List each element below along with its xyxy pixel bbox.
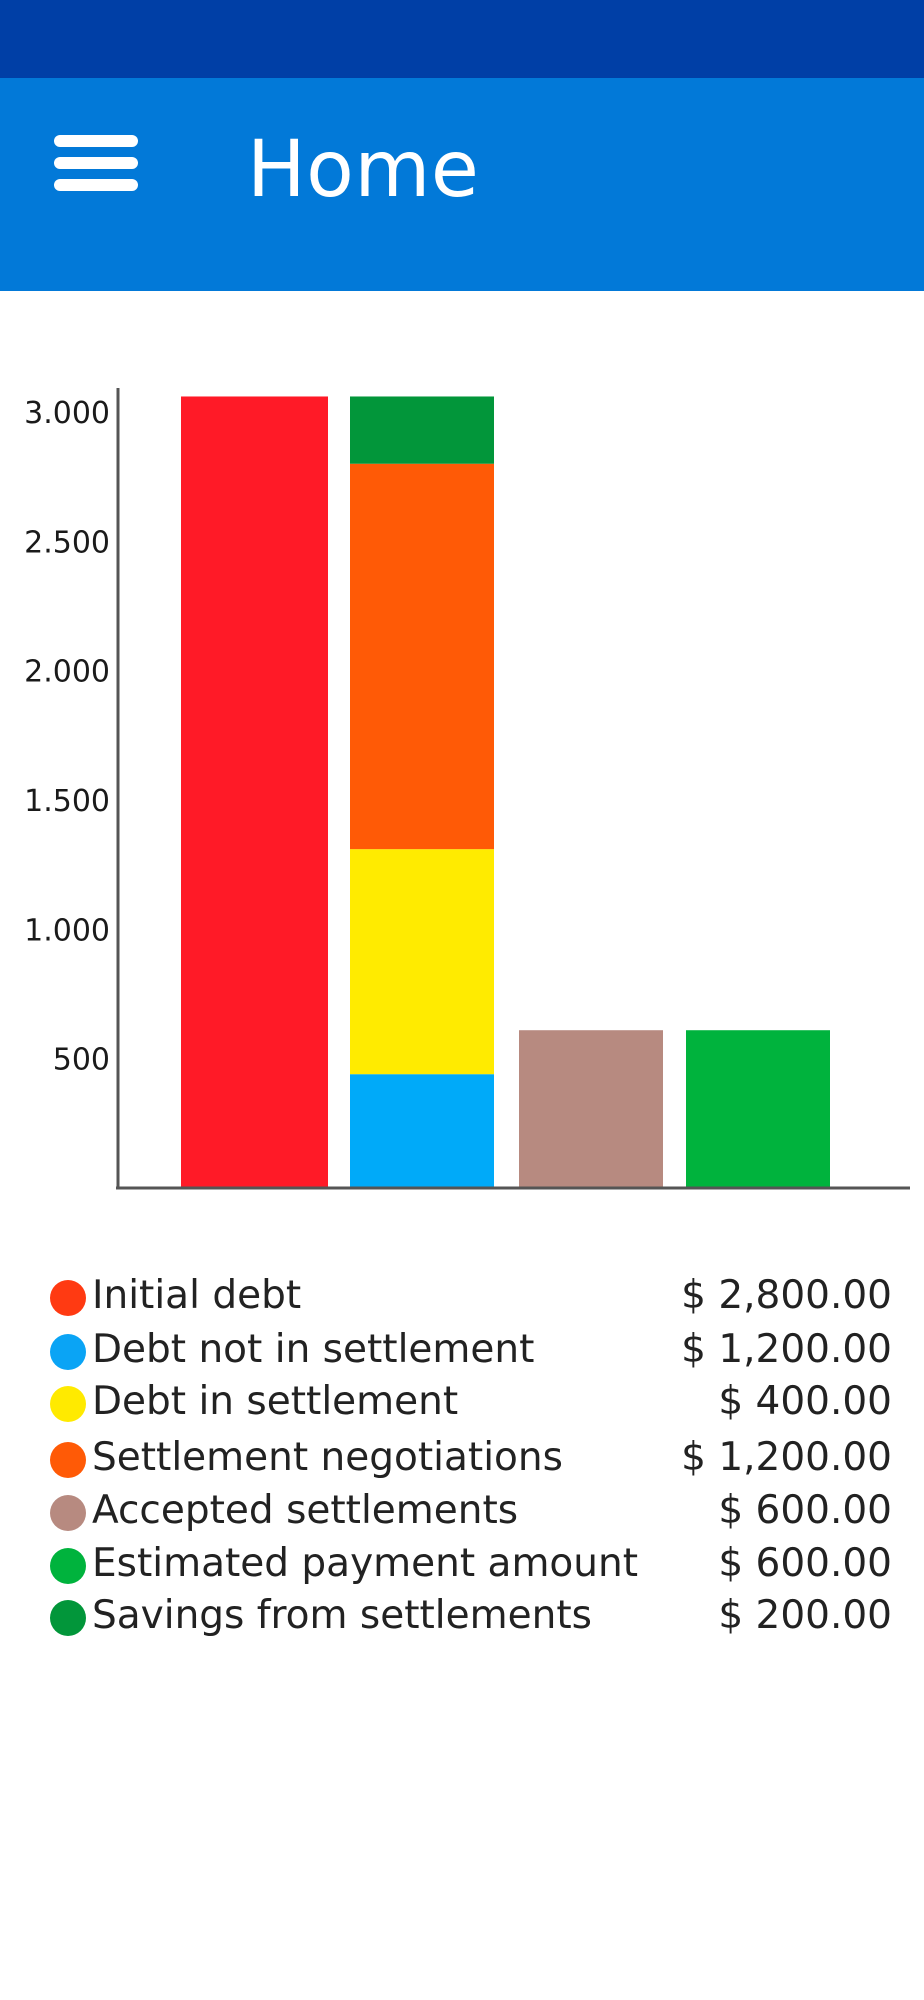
legend-amount: $ 600.00 bbox=[718, 1488, 892, 1533]
bar-4-segment-1 bbox=[686, 1030, 830, 1188]
legend-color-dot bbox=[50, 1334, 86, 1370]
legend-color-dot bbox=[50, 1495, 86, 1531]
bar-2-segment-4 bbox=[350, 396, 494, 464]
legend-item: Settlement negotiations $ 1,200.00 bbox=[50, 1432, 892, 1484]
legend-item: Savings from settlements $ 200.00 bbox=[50, 1590, 892, 1642]
hamburger-menu-icon[interactable] bbox=[54, 135, 138, 191]
legend-item: Estimated payment amount $ 600.00 bbox=[50, 1538, 892, 1590]
bar-2-segment-2 bbox=[350, 849, 494, 1075]
debt-bar-chart: 500 1.000 1.500 2.000 2.500 3.000 bbox=[24, 388, 910, 1190]
bar-2-segment-1 bbox=[350, 1074, 494, 1188]
y-tick-label: 3.000 bbox=[24, 396, 110, 431]
legend-amount: $ 600.00 bbox=[718, 1541, 892, 1586]
page-title: Home bbox=[247, 125, 480, 215]
legend-color-dot bbox=[50, 1386, 86, 1422]
legend-amount: $ 1,200.00 bbox=[681, 1327, 892, 1372]
legend-label: Debt in settlement bbox=[92, 1379, 459, 1424]
y-tick-label: 1.000 bbox=[24, 913, 110, 948]
bar-1-segment-1 bbox=[181, 396, 328, 1189]
status-bar bbox=[0, 0, 924, 78]
legend-item: Initial debt $ 2,800.00 bbox=[50, 1270, 892, 1322]
legend-item: Accepted settlements $ 600.00 bbox=[50, 1485, 892, 1537]
legend-amount: $ 200.00 bbox=[718, 1593, 892, 1638]
y-tick-label: 500 bbox=[53, 1043, 110, 1078]
legend-color-dot bbox=[50, 1280, 86, 1316]
app-bar bbox=[0, 78, 924, 291]
legend-item: Debt in settlement $ 400.00 bbox=[50, 1376, 892, 1428]
legend-amount: $ 400.00 bbox=[718, 1379, 892, 1424]
legend-color-dot bbox=[50, 1600, 86, 1636]
y-tick-label: 2.500 bbox=[24, 525, 110, 560]
legend-label: Estimated payment amount bbox=[92, 1541, 639, 1586]
legend-color-dot bbox=[50, 1442, 86, 1478]
y-tick-label: 2.000 bbox=[24, 655, 110, 690]
bar-3-segment-1 bbox=[519, 1030, 663, 1188]
legend-color-dot bbox=[50, 1548, 86, 1584]
legend-label: Settlement negotiations bbox=[92, 1435, 563, 1480]
y-tick-label: 1.500 bbox=[24, 784, 110, 819]
bar-2-segment-3 bbox=[350, 463, 494, 850]
legend-item: Debt not in settlement $ 1,200.00 bbox=[50, 1324, 892, 1376]
legend-amount: $ 1,200.00 bbox=[681, 1435, 892, 1480]
legend-label: Debt not in settlement bbox=[92, 1327, 535, 1372]
legend-amount: $ 2,800.00 bbox=[681, 1273, 892, 1318]
legend-label: Accepted settlements bbox=[92, 1488, 519, 1533]
legend-label: Initial debt bbox=[92, 1273, 302, 1318]
legend-label: Savings from settlements bbox=[92, 1593, 592, 1638]
